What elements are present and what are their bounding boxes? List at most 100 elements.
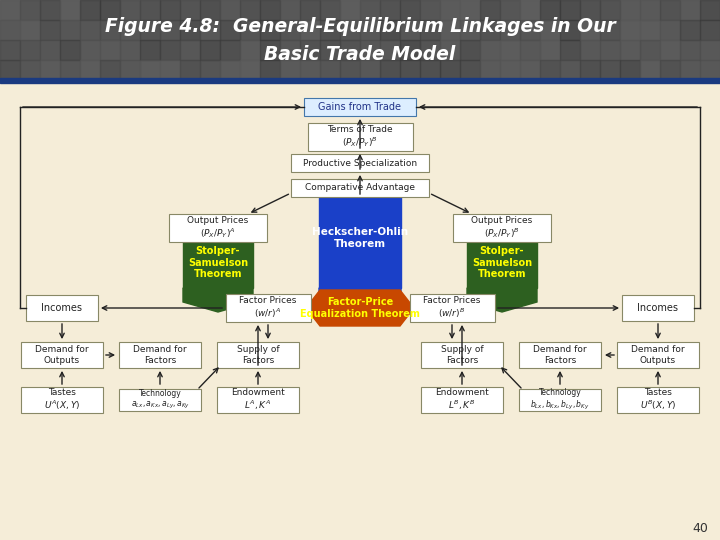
FancyBboxPatch shape [217,342,299,368]
Bar [360,60,380,80]
FancyBboxPatch shape [304,98,416,116]
Bar [0,60,20,80]
Bar [620,0,640,20]
Bar [300,40,320,60]
FancyBboxPatch shape [519,389,601,411]
Bar [320,40,340,60]
FancyBboxPatch shape [21,342,103,368]
Bar [600,0,620,20]
Bar [120,40,140,60]
Text: Endowment
$L^A, K^A$: Endowment $L^A, K^A$ [231,388,285,412]
Bar [700,60,720,80]
Bar [40,20,60,40]
Bar [320,20,340,40]
Text: Technology
$a_{Lx},a_{Kx},a_{Ly},a_{Ky}$: Technology $a_{Lx},a_{Kx},a_{Ly},a_{Ky}$ [130,389,189,411]
Text: Figure 4.8:  General-Equilibrium Linkages in Our: Figure 4.8: General-Equilibrium Linkages… [104,17,616,37]
Bar [380,0,400,20]
Bar [320,60,340,80]
Bar [400,20,420,40]
Bar [700,20,720,40]
Bar [160,60,180,80]
Bar [440,0,460,20]
Bar [520,60,540,80]
Bar [540,60,560,80]
Text: Demand for
Outputs: Demand for Outputs [35,345,89,364]
Bar [480,60,500,80]
Bar [500,20,520,40]
Bar [0,0,20,20]
Text: Basic Trade Model: Basic Trade Model [264,45,456,64]
Bar [220,0,240,20]
Bar [100,40,120,60]
Bar [120,60,140,80]
Bar [200,0,220,20]
Text: Stolper-
Samuelson
Theorem: Stolper- Samuelson Theorem [188,246,248,279]
Bar [20,0,40,20]
Polygon shape [319,288,401,314]
Bar [380,40,400,60]
Bar [300,0,320,20]
Bar [500,40,520,60]
Bar [420,60,440,80]
Bar [560,40,580,60]
Bar [640,0,660,20]
Bar [160,40,180,60]
Bar [160,20,180,40]
Bar [200,60,220,80]
Text: Supply of
Factors: Supply of Factors [441,345,483,364]
Bar [60,60,80,80]
Text: Factor Prices
$(w/r)^A$: Factor Prices $(w/r)^A$ [239,296,297,320]
Bar [520,40,540,60]
Bar [180,20,200,40]
Text: Factor-Price
Equalization Theorem: Factor-Price Equalization Theorem [300,297,420,319]
Bar [300,60,320,80]
Text: Supply of
Factors: Supply of Factors [237,345,279,364]
Text: 40: 40 [692,522,708,535]
Bar [280,20,300,40]
Text: Demand for
Factors: Demand for Factors [534,345,587,364]
Bar [140,20,160,40]
FancyBboxPatch shape [519,342,601,368]
FancyBboxPatch shape [307,123,413,151]
Bar [160,0,180,20]
Bar [660,40,680,60]
Bar [480,0,500,20]
Polygon shape [306,290,414,326]
Bar [460,60,480,80]
Bar [240,60,260,80]
Bar [680,0,700,20]
Bar [620,60,640,80]
Bar [480,20,500,40]
Bar [280,40,300,60]
Text: Demand for
Factors: Demand for Factors [133,345,186,364]
Bar [460,20,480,40]
Text: Gains from Trade: Gains from Trade [318,102,402,112]
FancyBboxPatch shape [21,387,103,413]
Bar [20,20,40,40]
Bar [500,0,520,20]
Bar [467,242,537,288]
Bar [240,0,260,20]
Bar [440,40,460,60]
Bar [80,0,100,20]
Bar [440,60,460,80]
Bar [40,40,60,60]
Bar [560,20,580,40]
Bar [460,40,480,60]
Text: Incomes: Incomes [637,303,678,313]
Bar [340,40,360,60]
Text: Endowment
$L^B, K^B$: Endowment $L^B, K^B$ [435,388,489,412]
Bar [80,40,100,60]
Text: Demand for
Outputs: Demand for Outputs [631,345,685,364]
Bar [700,40,720,60]
Text: Stolper-
Samuelson
Theorem: Stolper- Samuelson Theorem [472,246,532,279]
Bar [40,0,60,20]
FancyBboxPatch shape [225,294,310,322]
Bar [220,60,240,80]
Bar [100,20,120,40]
Bar [260,40,280,60]
FancyBboxPatch shape [119,342,201,368]
Bar [420,20,440,40]
Bar [320,0,340,20]
Bar [580,20,600,40]
